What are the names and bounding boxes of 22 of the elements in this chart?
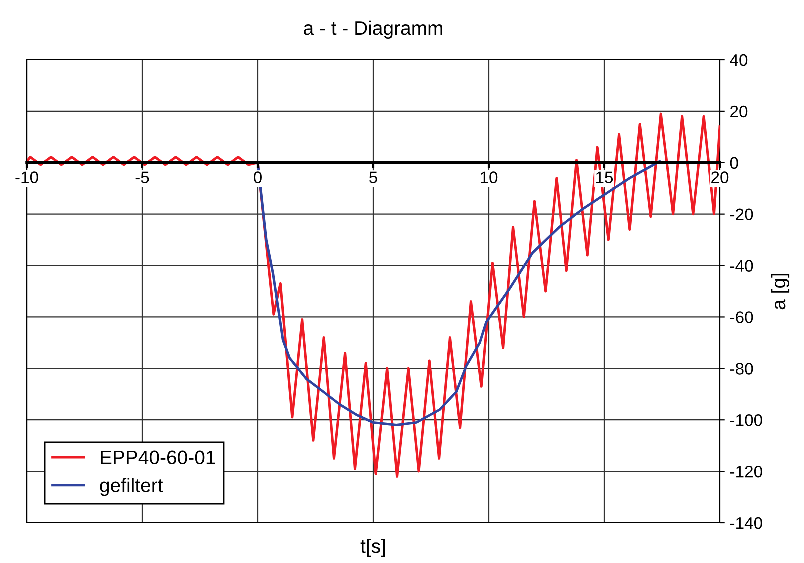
y-tick-label: -140: [730, 517, 762, 530]
x-tick-label: 10: [481, 172, 498, 184]
y-tick-label: 20: [730, 106, 748, 118]
y-tick-label: -60: [730, 312, 754, 324]
y-tick-label: -40: [730, 260, 754, 272]
y-axis-title: a [g]: [771, 274, 790, 310]
x-tick-label: 5: [370, 172, 378, 184]
y-tick-label: 40: [730, 54, 748, 66]
x-tick-label: -10: [16, 172, 38, 184]
x-tick-label: -5: [136, 172, 150, 184]
x-axis-title: t[s]: [360, 538, 386, 558]
x-tick-label: 20: [712, 172, 729, 184]
y-tick-label: -120: [730, 466, 762, 478]
chart-title: a - t - Diagramm: [304, 20, 442, 40]
y-tick-label: 0: [730, 157, 738, 170]
x-tick-label: 15: [596, 172, 614, 184]
legend-label: EPP40-60-01: [101, 450, 216, 465]
legend-label: gefiltert: [100, 478, 164, 496]
y-tick-label: -80: [730, 363, 754, 375]
y-tick-label: -20: [730, 208, 754, 221]
y-tick-label: -100: [730, 414, 762, 426]
x-tick-label: 0: [254, 172, 262, 184]
